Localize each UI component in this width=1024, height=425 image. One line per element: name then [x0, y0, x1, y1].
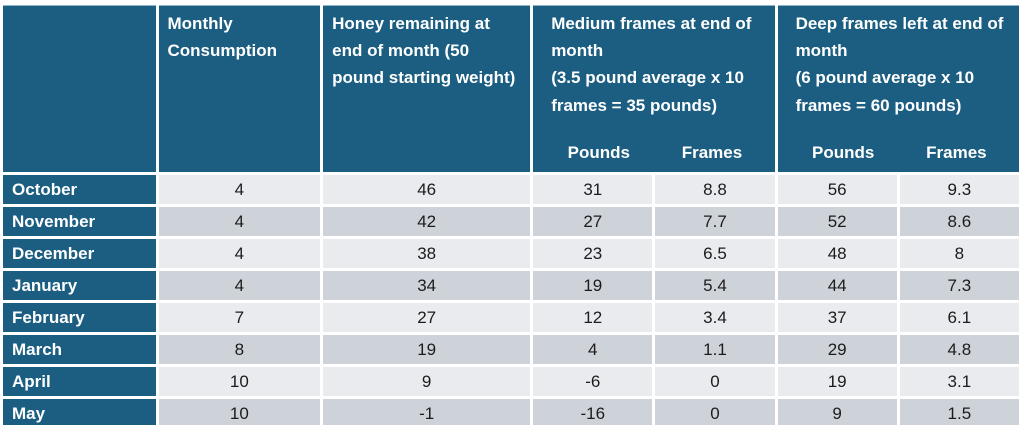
- honey-cell: 27: [323, 303, 531, 332]
- table-row-december: December 4 38 23 6.5 48 8: [3, 239, 1019, 268]
- month-cell: May: [3, 399, 156, 425]
- medium-frames-label: Frames: [681, 142, 743, 162]
- consumption-cell: 4: [158, 239, 321, 268]
- deep-sub-labels: Pounds Frames: [787, 139, 1013, 168]
- medium-pounds-cell: 4: [533, 335, 653, 364]
- honey-cell: 19: [323, 335, 531, 364]
- deep-pounds-cell: 37: [777, 303, 897, 332]
- medium-sub-labels: Pounds Frames: [542, 139, 768, 168]
- table-row-may: May 10 -1 -16 0 9 1.5: [3, 399, 1019, 425]
- header-monthly-consumption: Monthly Consumption: [158, 5, 321, 172]
- deep-pounds-cell: 9: [777, 399, 897, 425]
- table-row-february: February 7 27 12 3.4 37 6.1: [3, 303, 1019, 332]
- medium-pounds-cell: 12: [533, 303, 653, 332]
- month-cell: October: [3, 175, 156, 204]
- honey-cell: 9: [323, 367, 531, 396]
- table-row-january: January 4 34 19 5.4 44 7.3: [3, 271, 1019, 300]
- table-row-march: March 8 19 4 1.1 29 4.8: [3, 335, 1019, 364]
- deep-pounds-cell: 29: [777, 335, 897, 364]
- medium-pounds-cell: -6: [533, 367, 653, 396]
- honey-cell: -1: [323, 399, 531, 425]
- deep-pounds-cell: 56: [777, 175, 897, 204]
- consumption-cell: 10: [158, 399, 321, 425]
- medium-frames-cell: 7.7: [655, 207, 775, 236]
- deep-pounds-cell: 19: [777, 367, 897, 396]
- deep-frames-cell: 8: [899, 239, 1019, 268]
- deep-frames-cell: 6.1: [899, 303, 1019, 332]
- medium-frames-cell: 5.4: [655, 271, 775, 300]
- consumption-cell: 10: [158, 367, 321, 396]
- consumption-cell: 4: [158, 271, 321, 300]
- deep-frames-cell: 3.1: [899, 367, 1019, 396]
- month-cell: February: [3, 303, 156, 332]
- consumption-cell: 8: [158, 335, 321, 364]
- deep-frames-cell: 9.3: [899, 175, 1019, 204]
- medium-pounds-cell: 31: [533, 175, 653, 204]
- deep-pounds-cell: 44: [777, 271, 897, 300]
- month-cell: December: [3, 239, 156, 268]
- table-row-october: October 4 46 31 8.8 56 9.3: [3, 175, 1019, 204]
- deep-frames-label: Frames: [926, 142, 987, 162]
- medium-frames-cell: 0: [655, 399, 775, 425]
- deep-group-title: Deep frames left at end of month (6 poun…: [795, 14, 1004, 115]
- deep-pounds-cell: 52: [777, 207, 897, 236]
- medium-pounds-label: Pounds: [567, 142, 630, 162]
- medium-frames-cell: 6.5: [655, 239, 775, 268]
- table-row-november: November 4 42 27 7.7 52 8.6: [3, 207, 1019, 236]
- deep-frames-cell: 7.3: [899, 271, 1019, 300]
- consumption-cell: 7: [158, 303, 321, 332]
- deep-frames-cell: 8.6: [899, 207, 1019, 236]
- medium-pounds-cell: 27: [533, 207, 653, 236]
- table-row-april: April 10 9 -6 0 19 3.1: [3, 367, 1019, 396]
- deep-pounds-cell: 48: [777, 239, 897, 268]
- deep-frames-cell: 4.8: [899, 335, 1019, 364]
- month-cell: January: [3, 271, 156, 300]
- medium-pounds-cell: -16: [533, 399, 653, 425]
- honey-cell: 42: [323, 207, 531, 236]
- header-honey-remaining: Honey remaining at end of month (50 poun…: [323, 5, 531, 172]
- header-row: Monthly Consumption Honey remaining at e…: [3, 5, 1019, 172]
- deep-group-inner: Deep frames left at end of month (6 poun…: [787, 10, 1013, 168]
- month-cell: March: [3, 335, 156, 364]
- honey-cell: 34: [323, 271, 531, 300]
- medium-frames-cell: 8.8: [655, 175, 775, 204]
- month-cell: April: [3, 367, 156, 396]
- medium-group-title: Medium frames at end of month (3.5 pound…: [551, 14, 752, 115]
- consumption-cell: 4: [158, 175, 321, 204]
- deep-frames-cell: 1.5: [899, 399, 1019, 425]
- honey-cell: 38: [323, 239, 531, 268]
- medium-frames-cell: 0: [655, 367, 775, 396]
- medium-pounds-cell: 23: [533, 239, 653, 268]
- honey-cell: 46: [323, 175, 531, 204]
- month-cell: November: [3, 207, 156, 236]
- header-medium-frames-group: Medium frames at end of month (3.5 pound…: [533, 5, 775, 172]
- deep-pounds-label: Pounds: [812, 142, 875, 162]
- corner-cell: [3, 5, 156, 172]
- consumption-cell: 4: [158, 207, 321, 236]
- medium-frames-cell: 1.1: [655, 335, 775, 364]
- header-deep-frames-group: Deep frames left at end of month (6 poun…: [777, 5, 1019, 172]
- medium-group-inner: Medium frames at end of month (3.5 pound…: [542, 10, 768, 168]
- medium-frames-cell: 3.4: [655, 303, 775, 332]
- medium-pounds-cell: 19: [533, 271, 653, 300]
